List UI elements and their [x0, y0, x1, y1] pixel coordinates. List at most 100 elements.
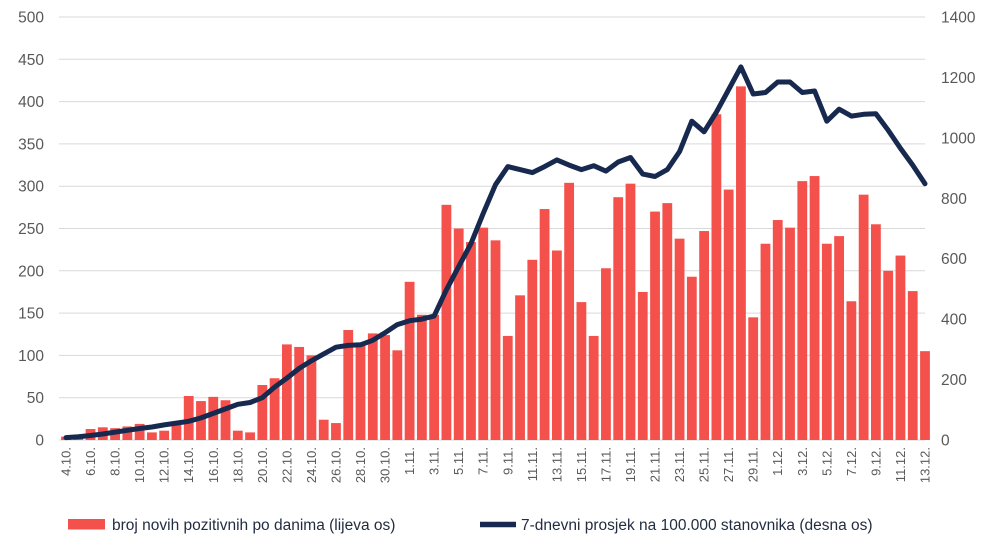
x-axis-label: 1.11.: [402, 447, 417, 475]
y-axis-left-label: 150: [18, 306, 44, 323]
legend: broj novih pozitivnih po danima (lijeva …: [68, 517, 873, 534]
bar: [797, 181, 808, 440]
bar: [858, 194, 869, 440]
x-axis-label: 28.10.: [353, 447, 368, 483]
x-axis-label: 13.12.: [918, 447, 933, 483]
y-axis-left-label: 400: [18, 94, 44, 111]
y-axis-left-label: 300: [18, 179, 44, 196]
bar: [183, 396, 194, 440]
bar: [367, 333, 378, 440]
bar: [821, 243, 832, 440]
bar: [674, 238, 685, 440]
x-axis-label: 6.10.: [83, 447, 98, 476]
bar: [306, 355, 317, 440]
x-axis-label: 5.11.: [451, 447, 466, 475]
y-axis-right-label: 1000: [941, 130, 976, 147]
y-axis-right-label: 1200: [941, 70, 976, 87]
bar: [220, 400, 231, 440]
trend-line: [63, 64, 928, 441]
y-axis-right-label: 400: [941, 312, 967, 329]
y-axis-right-label: 800: [941, 191, 967, 208]
y-axis-right-label: 200: [941, 372, 967, 389]
x-axis-label: 8.10.: [108, 447, 123, 476]
bar: [809, 176, 820, 441]
y-axis-left-label: 200: [18, 263, 44, 280]
legend-label-bars: broj novih pozitivnih po danima (lijeva …: [112, 517, 395, 534]
bar: [232, 430, 243, 440]
bar: [834, 236, 844, 440]
legend-label-line: 7-dnevni prosjek na 100.000 stanovnika (…: [521, 517, 873, 534]
bar: [392, 350, 403, 440]
x-axis-label: 22.10.: [279, 447, 294, 483]
bar: [355, 342, 366, 440]
x-axis-label: 7.11.: [476, 447, 491, 475]
x-axis-label: 27.11.: [721, 447, 736, 482]
bar: [699, 231, 710, 440]
bar: [466, 242, 476, 440]
x-axis-label: 3.12.: [795, 447, 810, 476]
bar: [871, 224, 881, 440]
bar: [404, 281, 415, 440]
x-axis-label: 20.10.: [255, 447, 270, 483]
x-axis-label: 29.11.: [746, 447, 761, 482]
bar: [613, 197, 624, 440]
bar: [453, 228, 464, 440]
bar: [551, 250, 562, 440]
bar: [147, 432, 157, 440]
x-axis-label: 3.11.: [427, 447, 442, 475]
bar: [686, 276, 697, 440]
x-axis-label: 15.11.: [574, 447, 589, 482]
x-axis-label: 24.10.: [304, 447, 319, 483]
x-axis-label: 13.11.: [549, 447, 564, 482]
y-axis-left-label: 450: [18, 52, 44, 69]
bar: [343, 330, 354, 440]
x-axis-label: 1.12.: [770, 447, 785, 476]
bar: [196, 401, 206, 440]
bar: [429, 314, 440, 440]
bar: [416, 314, 427, 440]
x-axis-label: 12.10.: [157, 447, 172, 483]
y-axis-right-label: 0: [941, 433, 950, 450]
bar: [478, 227, 489, 440]
bar: [490, 240, 501, 440]
x-axis-label: 17.11.: [598, 447, 613, 482]
x-axis-label: 18.10.: [230, 447, 245, 483]
y-axis-left-label: 350: [18, 136, 44, 153]
bars-series: [61, 86, 930, 441]
y-axis-left-label: 500: [18, 10, 44, 27]
x-axis-label: 25.11.: [697, 447, 712, 482]
bar: [736, 86, 746, 441]
bar: [895, 255, 906, 440]
bar: [245, 432, 255, 440]
bar: [208, 396, 219, 440]
bar: [650, 211, 660, 440]
bar: [760, 243, 771, 440]
x-axis-label: 11.11.: [525, 447, 540, 481]
bar: [527, 259, 538, 440]
bar: [785, 227, 795, 440]
bar: [134, 423, 145, 440]
bar: [441, 204, 452, 440]
y-axis-left-label: 50: [27, 390, 45, 407]
bar: [723, 189, 734, 440]
y-axis-right-label: 1400: [941, 10, 976, 27]
bar: [380, 335, 390, 440]
y-axis-right-label: 600: [941, 251, 967, 268]
bar: [748, 317, 759, 440]
bar: [331, 423, 341, 440]
bar: [883, 270, 894, 440]
x-axis-label: 9.11.: [500, 447, 515, 475]
bar: [576, 302, 587, 440]
x-axis-label: 16.10.: [206, 447, 221, 483]
bar: [564, 182, 575, 440]
bar: [772, 220, 783, 440]
bar: [588, 335, 599, 440]
x-axis-label: 7.12.: [844, 447, 859, 476]
x-axis-label: 21.11.: [648, 447, 663, 482]
bar: [711, 114, 722, 440]
y-axis-left-label: 100: [18, 348, 44, 365]
y-axis-right: 0 200 400 600 800 1000 1200 1400: [941, 10, 976, 450]
bar: [122, 426, 133, 440]
